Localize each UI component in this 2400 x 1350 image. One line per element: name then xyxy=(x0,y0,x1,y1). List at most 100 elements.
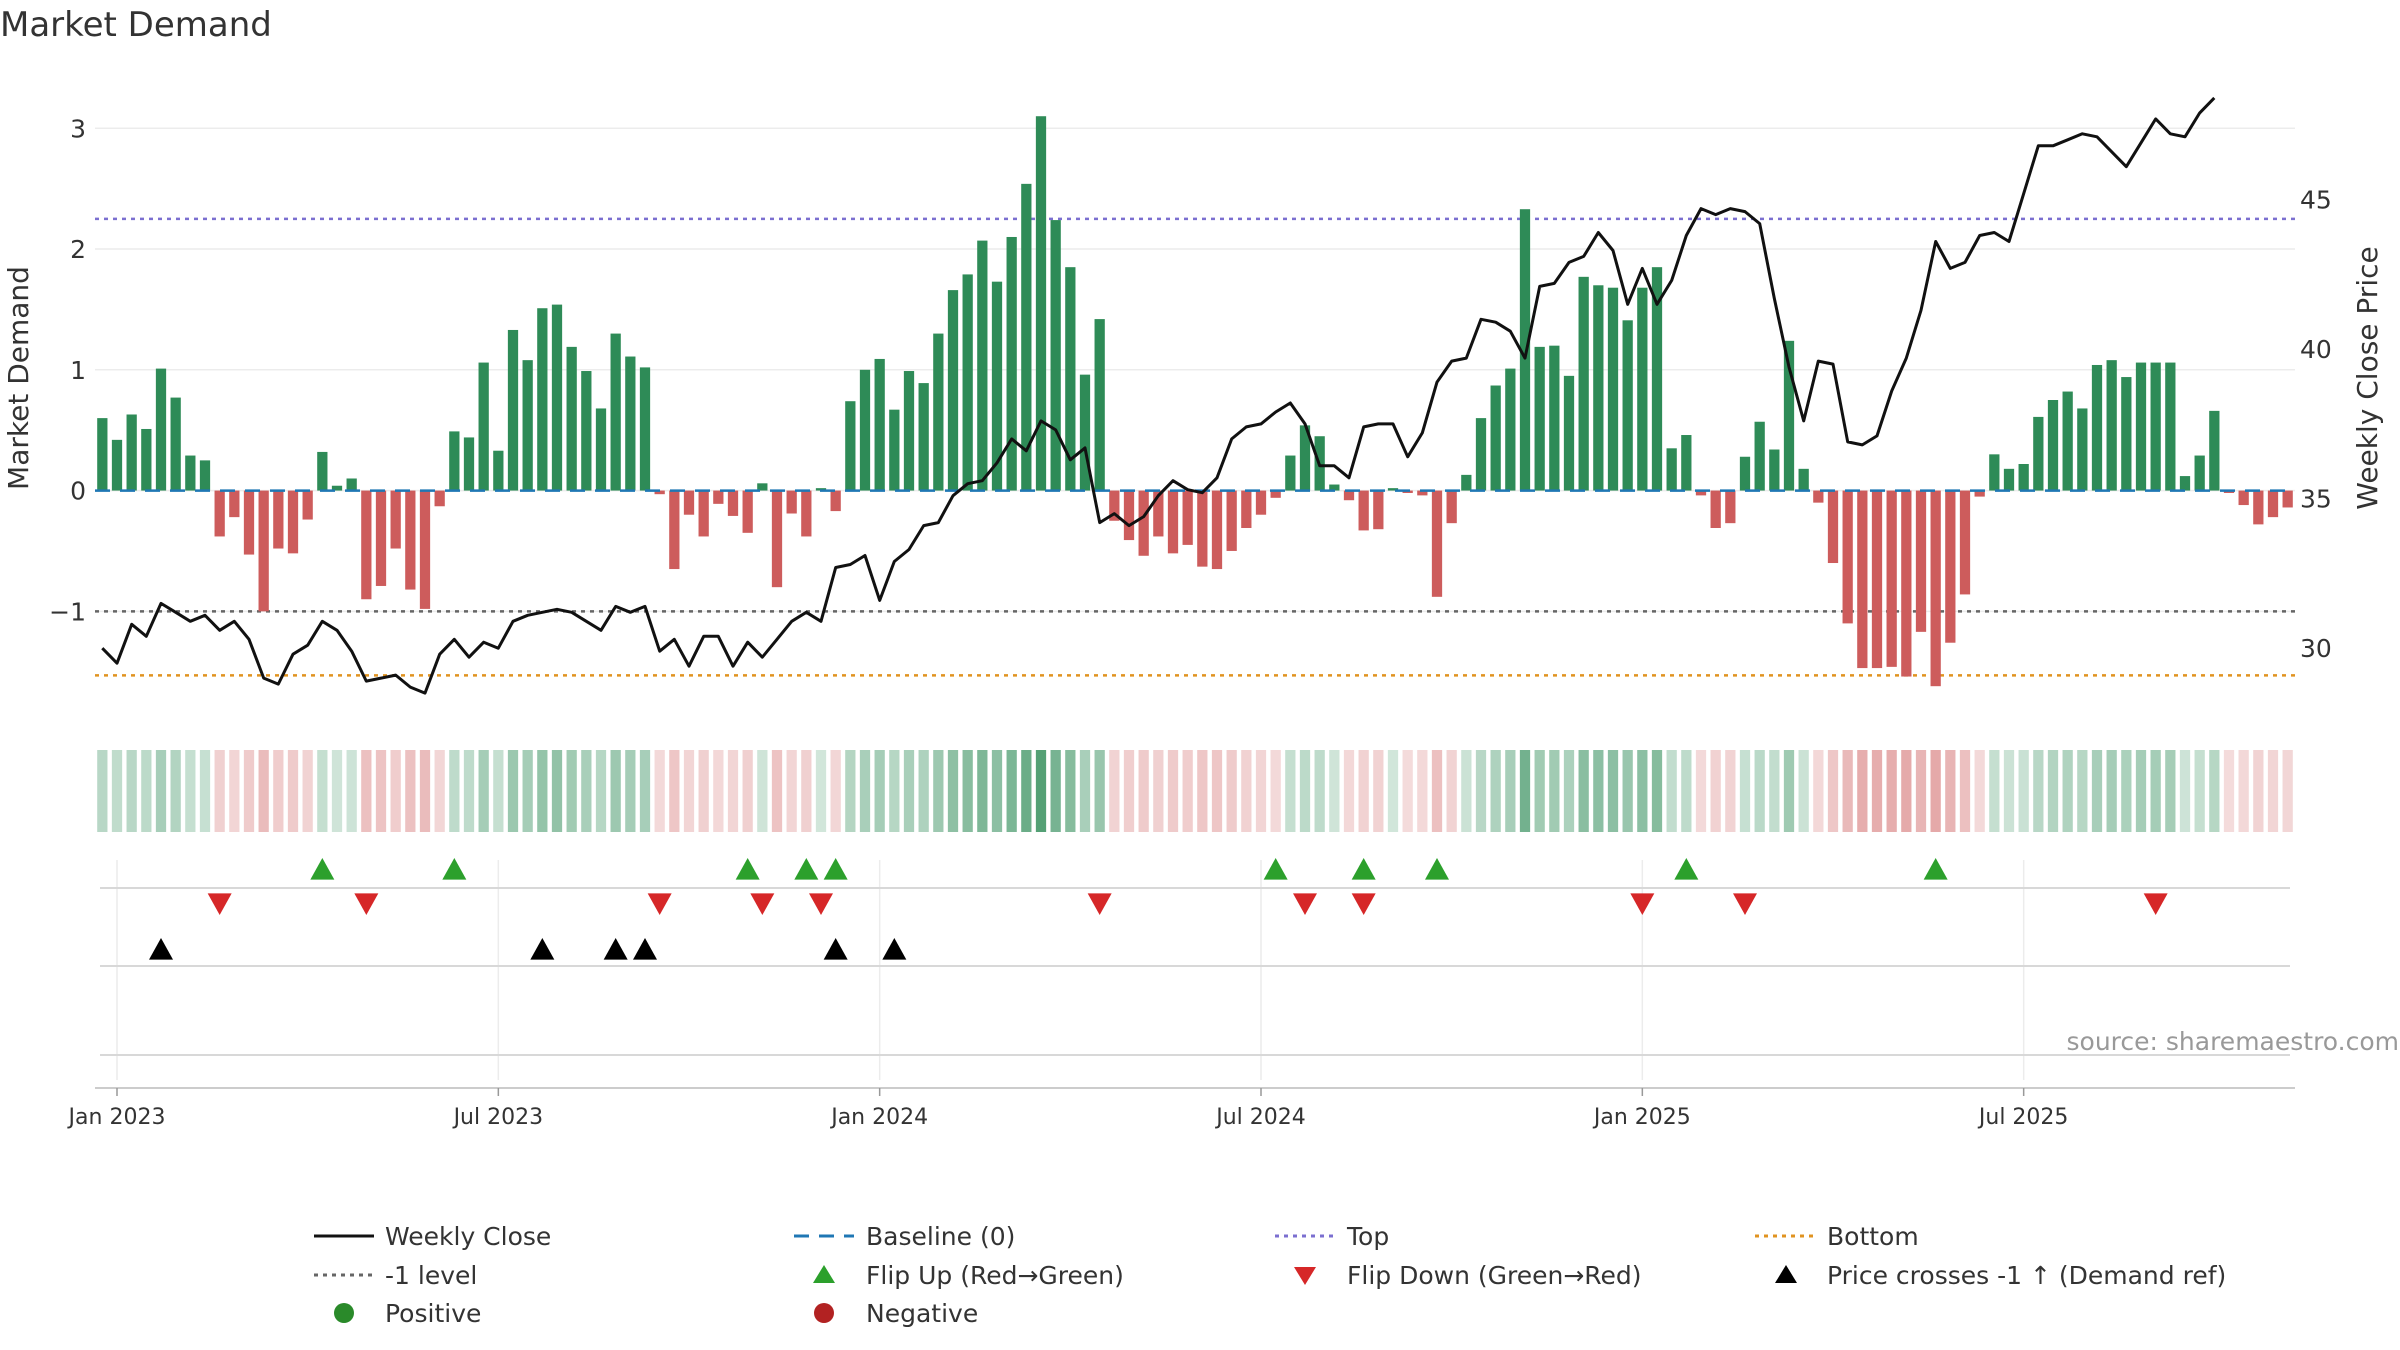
flip-up-marker xyxy=(1425,858,1449,880)
flip-up-marker xyxy=(442,858,467,880)
price-cross-marker xyxy=(882,938,907,960)
demand-bar-negative xyxy=(1343,490,1355,501)
heat-cell-positive xyxy=(581,750,592,832)
heat-cell-negative xyxy=(1959,750,1971,832)
demand-bar-negative xyxy=(1358,490,1369,531)
heat-cell-positive xyxy=(2077,750,2088,832)
heat-cell-positive xyxy=(1563,750,1575,832)
flip-up-marker xyxy=(1674,858,1699,880)
flip-marker-rows xyxy=(100,858,2290,1056)
demand-bar-negative xyxy=(1241,490,1252,528)
flip-up-marker xyxy=(310,858,335,880)
heat-cell-negative xyxy=(1138,750,1149,832)
heat-cell-positive xyxy=(2194,750,2205,832)
heat-cell-positive xyxy=(991,750,1003,832)
demand-bar-negative xyxy=(1373,490,1384,530)
demand-bar-positive xyxy=(1607,287,1619,491)
heat-cell-positive xyxy=(933,750,944,832)
reference-lines xyxy=(95,217,2295,677)
heat-cell-positive xyxy=(1505,750,1516,832)
demand-bar-positive xyxy=(2033,416,2044,491)
heat-cell-negative xyxy=(1211,750,1223,832)
heat-cell-positive xyxy=(889,750,900,832)
legend-label-baseline: Baseline (0) xyxy=(866,1222,1015,1251)
demand-bar-negative xyxy=(1695,490,1707,496)
demand-bar-negative xyxy=(1167,490,1179,554)
flip-down-marker xyxy=(1630,893,1655,915)
demand-bar-negative xyxy=(1915,490,1927,632)
legend-item-baseline: Baseline (0) xyxy=(794,1222,1015,1251)
demand-bar-positive xyxy=(1578,276,1589,491)
heat-cell-positive xyxy=(111,750,123,832)
heat-cell-positive xyxy=(1607,750,1619,832)
heat-cell-negative xyxy=(1109,750,1120,832)
heat-cell-positive xyxy=(639,750,651,832)
demand-bar-negative xyxy=(771,490,783,588)
demand-bar-negative xyxy=(419,490,431,609)
legend-label-neg-level: -1 level xyxy=(385,1261,477,1290)
legend-label-weekly-close: Weekly Close xyxy=(385,1222,551,1251)
demand-bar-positive xyxy=(1989,454,2000,491)
x-tick-label: Jan 2024 xyxy=(829,1105,928,1130)
demand-bar-negative xyxy=(654,490,665,495)
legend-label-flip-down: Flip Down (Green→Red) xyxy=(1347,1261,1642,1290)
demand-bar-positive xyxy=(537,308,548,491)
demand-bar-negative xyxy=(1182,490,1193,545)
demand-bar-positive xyxy=(639,367,651,491)
legend-label-flip-up: Flip Up (Red→Green) xyxy=(866,1261,1124,1290)
demand-bar-negative xyxy=(801,490,812,537)
heat-cell-positive xyxy=(2165,750,2176,832)
demand-bar-negative xyxy=(830,490,841,512)
heat-cell-negative xyxy=(1446,750,1457,832)
heat-cell-positive xyxy=(141,750,152,832)
demand-bar-positive xyxy=(1475,418,1487,491)
heat-cell-positive xyxy=(1021,750,1032,832)
demand-bar-positive xyxy=(1505,368,1516,491)
heat-cell-negative xyxy=(243,750,255,832)
heat-cell-positive xyxy=(2033,750,2044,832)
y-axis-label: Market Demand xyxy=(2,266,35,490)
heat-cell-negative xyxy=(2253,750,2264,832)
y2-tick-label: 45 xyxy=(2300,186,2332,215)
legend-item-top: Top xyxy=(1275,1222,1389,1251)
demand-bar-negative xyxy=(1255,490,1267,515)
heat-cell-negative xyxy=(1930,750,1941,832)
demand-bar-positive xyxy=(2135,362,2147,491)
demand-bar-positive xyxy=(463,437,475,491)
heat-cell-negative xyxy=(375,750,387,832)
heat-cell-negative xyxy=(1358,750,1369,832)
demand-bar-positive xyxy=(2194,455,2205,491)
flip-down-marker xyxy=(809,893,833,915)
heat-cell-negative xyxy=(1255,750,1267,832)
demand-bar-negative xyxy=(1901,490,1912,677)
demand-bar-positive xyxy=(2150,362,2161,491)
demand-bar-negative xyxy=(727,490,739,516)
heat-cell-positive xyxy=(1989,750,2000,832)
heat-cell-positive xyxy=(1329,750,1340,832)
demand-bar-negative xyxy=(273,490,284,549)
demand-bar-positive xyxy=(2209,410,2220,491)
heat-cell-positive xyxy=(126,750,137,832)
heat-cell-positive xyxy=(1387,750,1399,832)
demand-bar-negative xyxy=(1226,490,1237,551)
heat-cell-positive xyxy=(757,750,768,832)
heat-cell-negative xyxy=(1886,750,1897,832)
heat-cell-positive xyxy=(610,750,621,832)
heat-cell-negative xyxy=(1431,750,1443,832)
legend-item-negative: Negative xyxy=(814,1299,978,1328)
demand-bar-negative xyxy=(713,490,724,504)
demand-bar-negative xyxy=(302,490,313,520)
weekly-close-line xyxy=(101,96,2216,695)
demand-bar-positive xyxy=(962,274,973,491)
heat-cell-positive xyxy=(97,750,108,832)
heat-cell-negative xyxy=(654,750,665,832)
grid xyxy=(95,127,2295,1080)
demand-bar-positive xyxy=(1622,320,1633,491)
heat-cell-negative xyxy=(2282,750,2293,832)
demand-bar-positive xyxy=(1035,116,1047,491)
heat-cell-negative xyxy=(273,750,284,832)
demand-bar-positive xyxy=(1666,448,1677,491)
heat-cell-negative xyxy=(727,750,739,832)
flip-up-marker xyxy=(794,858,819,880)
heat-cell-negative xyxy=(1827,750,1839,832)
